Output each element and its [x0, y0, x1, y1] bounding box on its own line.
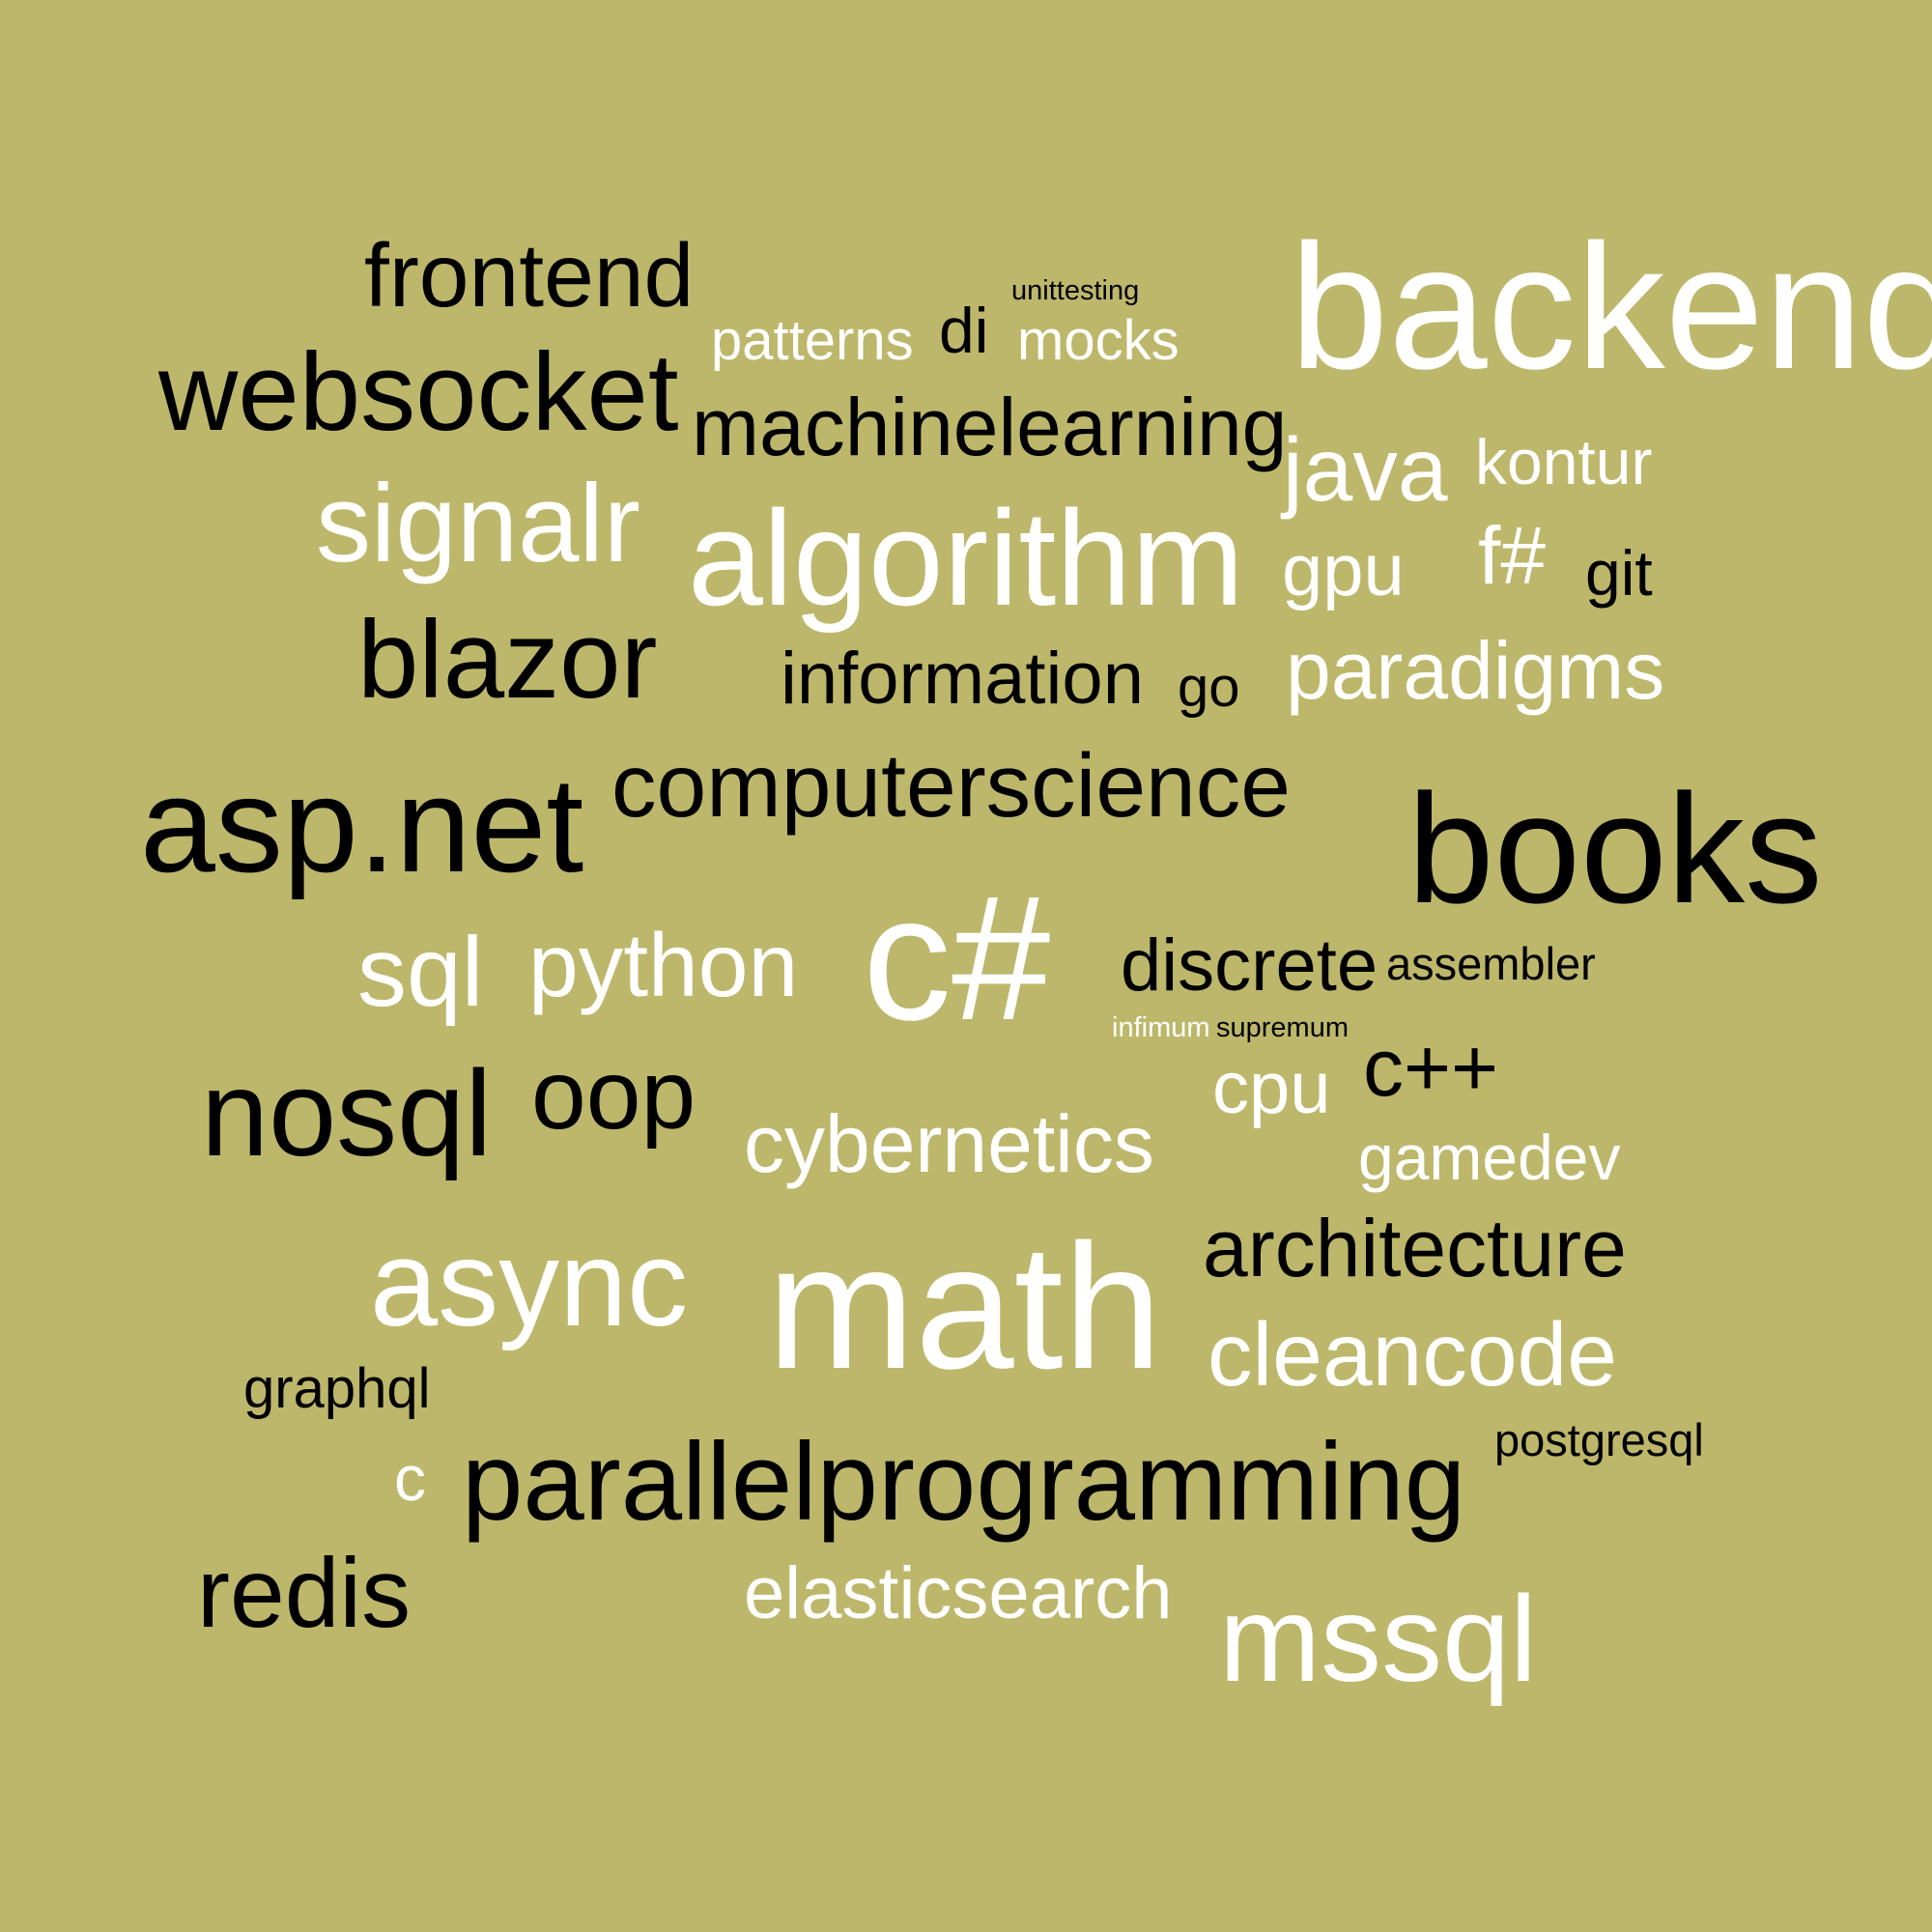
- word-assembler: assembler: [1386, 938, 1596, 989]
- word-architecture: architecture: [1203, 1203, 1627, 1293]
- word-blazor: blazor: [357, 599, 658, 722]
- word-redis: redis: [197, 1538, 412, 1648]
- word-fsharp: f#: [1478, 510, 1547, 601]
- word-mocks: mocks: [1017, 309, 1179, 372]
- word-websocket: websocket: [158, 331, 679, 454]
- word-infimum: infimum: [1112, 1012, 1210, 1043]
- word-go: go: [1178, 656, 1240, 719]
- word-discrete: discrete: [1121, 924, 1378, 1007]
- word-cpu: cpu: [1212, 1047, 1331, 1129]
- word-elasticsearch: elasticsearch: [744, 1552, 1173, 1634]
- word-sql: sql: [357, 917, 484, 1027]
- word-graphql: graphql: [243, 1357, 431, 1420]
- word-computerscience: computerscience: [611, 735, 1291, 836]
- word-unittesting: unittesting: [1011, 275, 1140, 306]
- word-patterns: patterns: [711, 309, 914, 372]
- word-nosql: nosql: [201, 1045, 493, 1181]
- word-kontur: kontur: [1475, 426, 1653, 497]
- word-gpu: gpu: [1282, 529, 1405, 611]
- word-math: math: [767, 1207, 1163, 1406]
- word-information: information: [781, 638, 1144, 720]
- word-cybernetics: cybernetics: [744, 1098, 1154, 1189]
- word-signalr: signalr: [316, 463, 640, 585]
- word-cplusplus: c++: [1363, 1022, 1499, 1113]
- word-aspnet: asp.net: [140, 749, 584, 900]
- word-cleancode: cleancode: [1208, 1304, 1617, 1405]
- word-supremum: supremum: [1216, 1012, 1349, 1043]
- word-di: di: [939, 295, 989, 366]
- word-parallelprogramming: parallelprogramming: [462, 1421, 1466, 1544]
- word-python: python: [528, 915, 799, 1015]
- word-mssql: mssql: [1219, 1571, 1538, 1707]
- word-gamedev: gamedev: [1358, 1122, 1621, 1193]
- word-backend: backend: [1290, 207, 1932, 406]
- word-frontend: frontend: [364, 225, 695, 326]
- word-algorithm: algorithm: [688, 482, 1244, 634]
- word-java: java: [1283, 419, 1448, 520]
- word-git: git: [1585, 537, 1653, 609]
- word-csharp: c#: [863, 858, 1051, 1057]
- word-c: c: [394, 1442, 426, 1514]
- word-postgresql: postgresql: [1494, 1414, 1704, 1465]
- word-async: async: [370, 1215, 689, 1351]
- word-machinelearning: machinelearning: [692, 382, 1288, 472]
- word-paradigms: paradigms: [1286, 625, 1665, 716]
- word-books: books: [1407, 762, 1823, 936]
- word-oop: oop: [531, 1039, 696, 1150]
